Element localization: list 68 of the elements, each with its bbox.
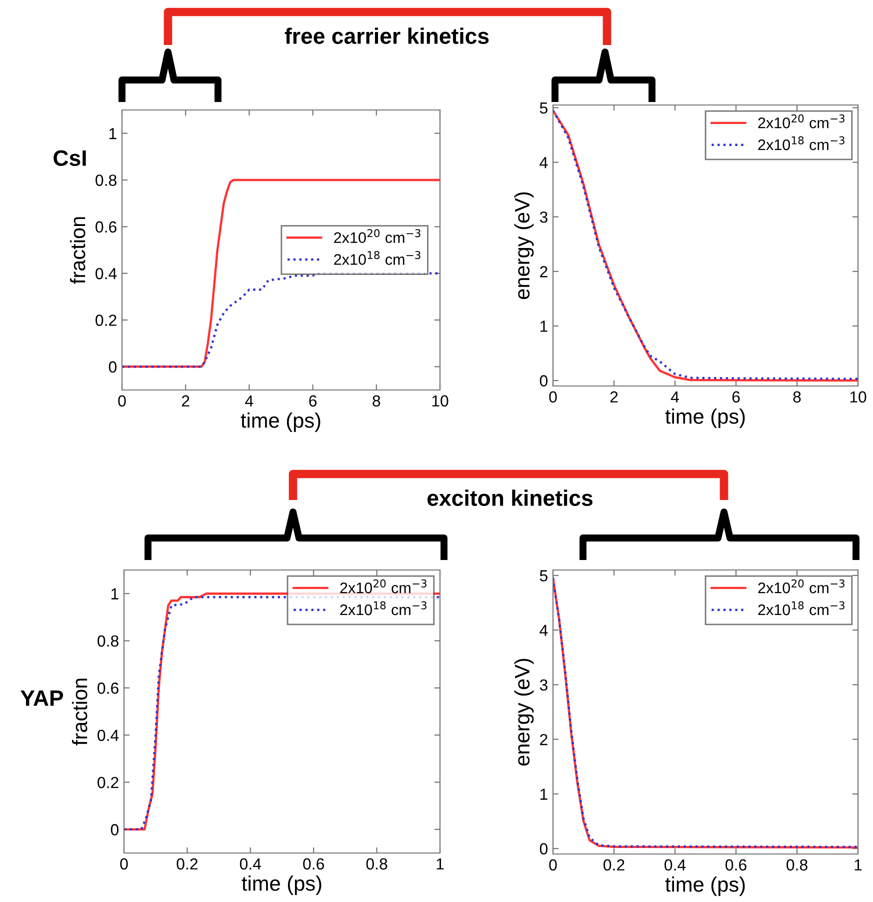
legend-label: 2x10$^{18}$ cm$^{−3}$	[758, 601, 844, 616]
y-tick-label: 0.6	[98, 682, 118, 694]
y-tick-label: 0	[110, 824, 119, 836]
line-series	[122, 178, 440, 368]
y-tick-label: 1	[111, 588, 118, 600]
x-tick-label: 1	[854, 859, 862, 870]
y-tick-label: 4	[540, 157, 548, 168]
x-tick-label: 6	[309, 395, 317, 407]
x-axis-title: time (ps)	[240, 412, 320, 432]
x-tick-label: 2	[610, 391, 618, 402]
text: free carrier kinetics	[284, 28, 489, 44]
y-tick-label: 0	[540, 843, 548, 854]
legend-label: 2x10$^{20}$ cm$^{−3}$	[334, 229, 420, 244]
x-axis-title: time (ps)	[665, 876, 745, 896]
x-tick-label: 0.8	[366, 858, 388, 870]
x-tick-label: 0	[549, 859, 557, 871]
y-tick-label: 0	[540, 375, 548, 386]
y-tick-label: 0.6	[96, 221, 116, 233]
y-tick-label: 0.4	[98, 730, 119, 742]
y-tick-label: 2	[540, 266, 548, 278]
x-tick-label: 0.2	[176, 858, 198, 870]
legend-label: 2x10$^{20}$ cm$^{−3}$	[340, 579, 426, 594]
text: YAP	[20, 690, 64, 706]
y-tick-label: 3	[540, 679, 548, 691]
x-tick-label: 10	[432, 395, 448, 407]
y-tick-label: 1	[109, 128, 116, 140]
x-tick-label: 4	[245, 395, 254, 406]
x-tick-label: 0.4	[240, 858, 262, 870]
y-tick-label: 0.2	[98, 776, 118, 788]
x-tick-label: 8	[372, 395, 380, 407]
x-axis-title: time (ps)	[242, 876, 322, 895]
x-tick-label: 0.4	[664, 859, 686, 871]
y-tick-label: 1	[540, 320, 548, 332]
y-axis-title: fraction	[72, 678, 88, 746]
y-tick-label: 2	[540, 734, 548, 746]
x-tick-label: 10	[850, 391, 866, 403]
x-tick-label: 0	[549, 391, 557, 403]
y-tick-label: 0.8	[98, 635, 118, 647]
x-tick-label: 0	[120, 858, 128, 870]
text: CsI	[54, 150, 86, 166]
y-axis-title: energy (eV)	[514, 658, 534, 766]
x-tick-label: 4	[670, 391, 679, 402]
y-tick-label: 1	[540, 788, 548, 800]
text: exciton kinetics	[428, 490, 592, 506]
x-tick-label: 2	[182, 395, 190, 406]
x-tick-label: 0.6	[303, 858, 324, 870]
y-axis-title: energy (eV)	[514, 192, 534, 300]
legend-label: 2x10$^{18}$ cm$^{−3}$	[334, 250, 420, 265]
x-tick-label: 1	[436, 858, 444, 870]
x-tick-label: 0.6	[726, 859, 746, 871]
y-tick-label: 0.8	[96, 174, 116, 186]
y-tick-label: 3	[540, 211, 548, 223]
y-tick-label: 5	[540, 570, 548, 582]
x-tick-label: 6	[732, 391, 740, 403]
y-tick-label: 4	[540, 624, 548, 636]
y-axis-title: fraction	[70, 217, 86, 284]
y-tick-label: 0.4	[96, 268, 117, 280]
legend-label: 2x10$^{20}$ cm$^{−3}$	[758, 579, 844, 594]
y-tick-label: 0	[108, 361, 117, 373]
y-tick-label: 5	[540, 102, 548, 114]
legend-label: 2x10$^{18}$ cm$^{−3}$	[758, 136, 844, 150]
legend-label: 2x10$^{18}$ cm$^{−3}$	[340, 601, 426, 616]
x-tick-label: 8	[793, 391, 801, 403]
x-tick-label: 0.8	[786, 859, 808, 871]
x-axis-title: time (ps)	[665, 408, 745, 428]
x-tick-label: 0.2	[604, 859, 624, 871]
y-tick-label: 0.2	[96, 314, 116, 326]
legend-label: 2x10$^{20}$ cm$^{−3}$	[758, 114, 844, 128]
